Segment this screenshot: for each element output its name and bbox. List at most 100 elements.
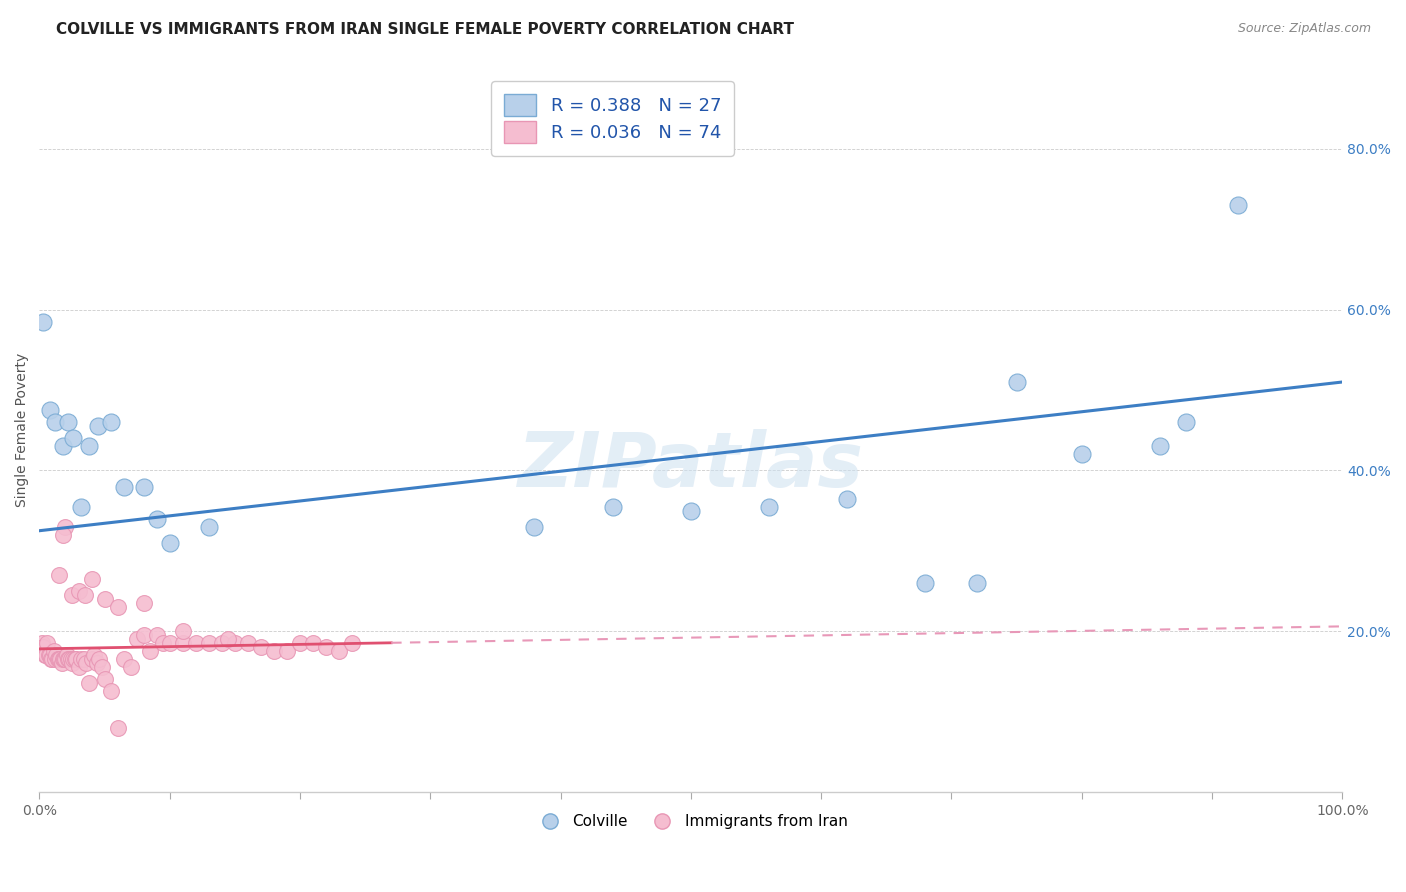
- Point: [83, 648, 105, 663]
- Point: [77, 439, 100, 453]
- Point: [112, 652, 135, 666]
- Point: [602, 500, 624, 514]
- Point: [34, 648, 56, 663]
- Point: [77, 676, 100, 690]
- Point: [48, 652, 70, 666]
- Point: [62, 431, 84, 445]
- Point: [914, 576, 936, 591]
- Point: [65, 652, 87, 666]
- Point: [145, 511, 167, 525]
- Point: [1227, 198, 1250, 212]
- Point: [224, 636, 246, 650]
- Point: [1149, 439, 1171, 453]
- Point: [250, 640, 273, 655]
- Point: [100, 684, 122, 698]
- Point: [73, 652, 96, 666]
- Point: [38, 403, 60, 417]
- Point: [197, 636, 219, 650]
- Point: [52, 652, 75, 666]
- Point: [211, 636, 233, 650]
- Point: [38, 648, 60, 663]
- Point: [152, 636, 174, 650]
- Point: [107, 721, 129, 735]
- Point: [679, 503, 702, 517]
- Point: [107, 600, 129, 615]
- Point: [70, 652, 93, 666]
- Point: [56, 652, 79, 666]
- Point: [1174, 415, 1197, 429]
- Point: [132, 479, 155, 493]
- Point: [837, 491, 859, 506]
- Point: [67, 584, 90, 599]
- Point: [315, 640, 337, 655]
- Point: [340, 636, 363, 650]
- Point: [55, 648, 77, 663]
- Point: [1070, 447, 1092, 461]
- Point: [62, 652, 84, 666]
- Point: [52, 439, 75, 453]
- Point: [197, 519, 219, 533]
- Point: [37, 636, 59, 650]
- Point: [32, 640, 55, 655]
- Point: [159, 535, 181, 549]
- Point: [523, 519, 546, 533]
- Point: [73, 588, 96, 602]
- Point: [184, 636, 207, 650]
- Point: [159, 636, 181, 650]
- Point: [86, 657, 108, 671]
- Point: [236, 636, 259, 650]
- Point: [120, 660, 142, 674]
- Point: [132, 596, 155, 610]
- Point: [56, 415, 79, 429]
- Point: [53, 652, 76, 666]
- Point: [48, 568, 70, 582]
- Text: COLVILLE VS IMMIGRANTS FROM IRAN SINGLE FEMALE POVERTY CORRELATION CHART: COLVILLE VS IMMIGRANTS FROM IRAN SINGLE …: [56, 22, 794, 37]
- Point: [63, 652, 86, 666]
- Point: [32, 315, 55, 329]
- Point: [328, 644, 350, 658]
- Point: [93, 592, 115, 607]
- Point: [758, 500, 780, 514]
- Legend: Colville, Immigrants from Iran: Colville, Immigrants from Iran: [529, 808, 853, 835]
- Point: [217, 632, 239, 647]
- Point: [35, 648, 58, 663]
- Point: [49, 652, 72, 666]
- Y-axis label: Single Female Poverty: Single Female Poverty: [15, 353, 30, 508]
- Point: [288, 636, 311, 650]
- Point: [44, 415, 66, 429]
- Point: [42, 644, 65, 658]
- Text: Source: ZipAtlas.com: Source: ZipAtlas.com: [1237, 22, 1371, 36]
- Point: [58, 652, 80, 666]
- Point: [276, 644, 298, 658]
- Point: [55, 519, 77, 533]
- Point: [145, 628, 167, 642]
- Point: [46, 652, 69, 666]
- Point: [263, 644, 285, 658]
- Point: [87, 419, 110, 434]
- Text: ZIPatlas: ZIPatlas: [517, 429, 863, 503]
- Point: [100, 415, 122, 429]
- Point: [59, 652, 82, 666]
- Point: [1005, 375, 1028, 389]
- Point: [44, 652, 66, 666]
- Point: [75, 657, 97, 671]
- Point: [89, 652, 111, 666]
- Point: [112, 479, 135, 493]
- Point: [93, 673, 115, 687]
- Point: [172, 636, 194, 650]
- Point: [139, 644, 162, 658]
- Point: [52, 527, 75, 541]
- Point: [55, 652, 77, 666]
- Point: [39, 652, 62, 666]
- Point: [60, 657, 83, 671]
- Point: [302, 636, 325, 650]
- Point: [172, 624, 194, 639]
- Point: [60, 588, 83, 602]
- Point: [31, 636, 53, 650]
- Point: [67, 660, 90, 674]
- Point: [51, 657, 73, 671]
- Point: [70, 500, 93, 514]
- Point: [127, 632, 149, 647]
- Point: [132, 628, 155, 642]
- Point: [80, 572, 103, 586]
